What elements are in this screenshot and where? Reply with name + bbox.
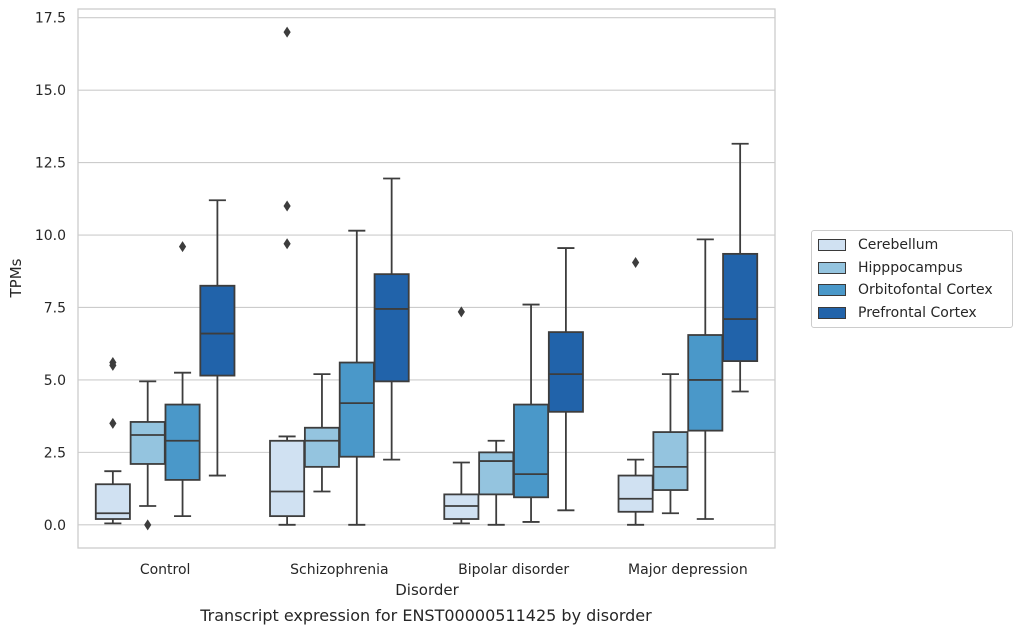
box xyxy=(269,439,306,518)
box xyxy=(652,431,689,491)
box xyxy=(513,403,550,499)
legend-label: Orbitofontal Cortex xyxy=(858,282,993,299)
plot-area: 0.0 2.5 5.0 7.5 10.0 12.5 15.0 17.5 Control Schiz… xyxy=(35,8,776,578)
y-tick-label: 17.5 xyxy=(35,11,66,27)
legend-item: Orbitofontal Cortex xyxy=(812,279,1012,302)
box xyxy=(164,403,201,481)
box xyxy=(617,474,654,513)
x-tick-label: Control xyxy=(140,562,191,578)
legend-label: Hipppocampus xyxy=(858,259,963,276)
y-tick-label: 15.0 xyxy=(35,83,66,99)
chart-caption: Transcript expression for ENST0000051142… xyxy=(200,606,652,625)
y-tick-label: 0.0 xyxy=(44,518,66,534)
box xyxy=(547,331,584,413)
box xyxy=(129,421,166,465)
outlier-point xyxy=(283,26,291,38)
legend-label: Cerebellum xyxy=(858,237,939,254)
y-tick-label: 12.5 xyxy=(35,156,66,172)
outlier-point xyxy=(632,257,640,269)
outlier-point xyxy=(109,359,117,371)
legend-item: Prefrontal Cortex xyxy=(812,302,1012,325)
box xyxy=(687,334,724,432)
y-tick-label: 2.5 xyxy=(44,445,66,461)
box xyxy=(373,273,410,383)
legend-label: Prefrontal Cortex xyxy=(858,304,977,321)
plot-frame xyxy=(77,8,776,549)
x-axis-label: Disorder xyxy=(395,581,459,599)
x-tick-label: Schizophrenia xyxy=(290,562,388,578)
box xyxy=(199,284,236,377)
legend-item: Cerebellum xyxy=(812,234,1012,257)
outlier-point xyxy=(283,238,291,250)
outlier-point xyxy=(109,417,117,429)
legend-swatch xyxy=(818,261,846,274)
outlier-point xyxy=(144,519,152,531)
legend-swatch xyxy=(818,284,846,297)
y-tick-label: 5.0 xyxy=(44,373,66,389)
box xyxy=(303,426,340,468)
outlier-point xyxy=(457,306,465,318)
x-tick-label: Bipolar disorder xyxy=(458,562,569,578)
x-tick-label: Major depression xyxy=(628,562,748,578)
outlier-point xyxy=(178,241,187,253)
legend-item: Hipppocampus xyxy=(812,257,1012,280)
legend-swatch xyxy=(818,306,846,319)
legend: Cerebellum Hipppocampus Orbitofontal Corte… xyxy=(811,230,1013,328)
box xyxy=(722,252,759,362)
box xyxy=(478,451,515,496)
legend-swatch xyxy=(818,239,846,252)
y-axis-label: TPMs xyxy=(7,258,25,298)
box xyxy=(338,361,375,458)
y-tick-label: 10.0 xyxy=(35,228,66,244)
outlier-point xyxy=(283,200,291,212)
y-tick-label: 7.5 xyxy=(44,300,66,316)
